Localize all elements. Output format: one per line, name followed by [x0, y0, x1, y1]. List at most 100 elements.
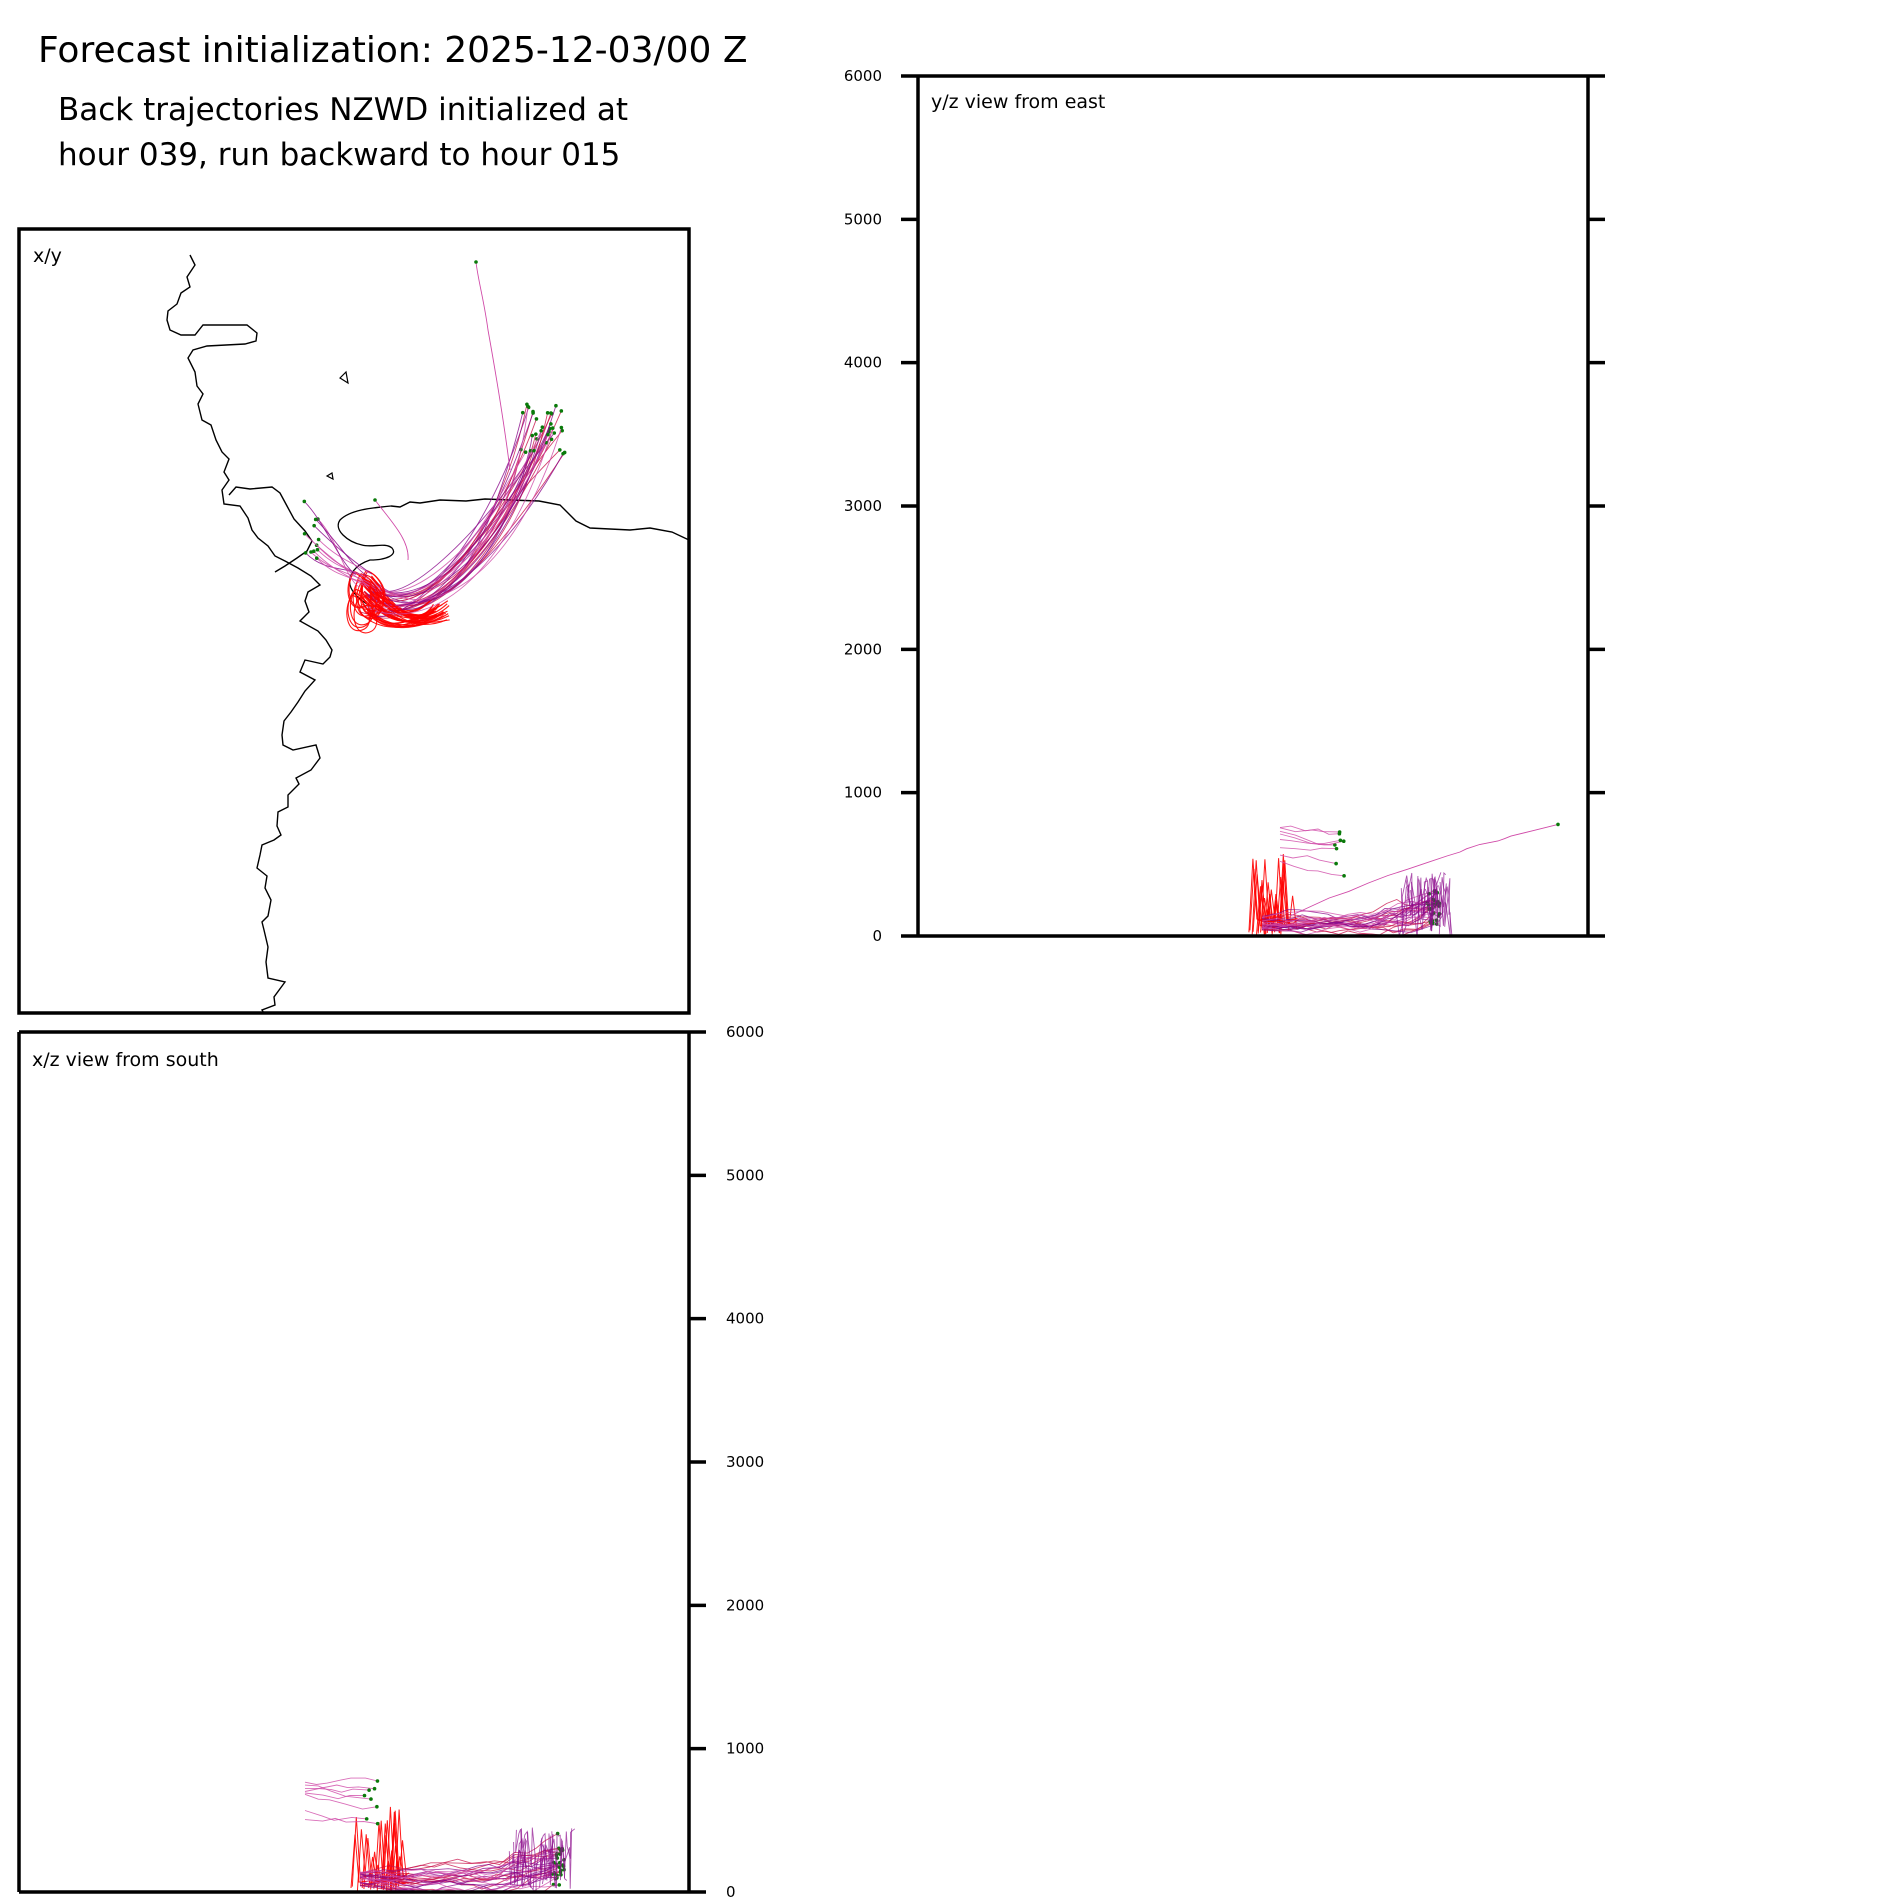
trajectory-endpoint	[375, 1821, 380, 1826]
trajectory-line	[359, 1872, 558, 1892]
trajectory-line	[365, 427, 554, 615]
trajectory-line	[1428, 887, 1439, 932]
trajectory-endpoint	[1334, 861, 1338, 866]
trajectory-endpoint	[557, 1883, 562, 1887]
trajectory-endpoint	[1334, 846, 1339, 851]
trajectory-line	[540, 1832, 553, 1874]
trajectory-line	[362, 434, 549, 596]
trajectory-line	[1400, 872, 1413, 936]
trajectory-line	[313, 550, 366, 587]
trajectory-endpoint	[532, 448, 536, 453]
panel-xz: 0 1000 2000 3000 4000 5000 6000 x/z view from …	[17, 1023, 764, 1900]
trajectory-endpoint	[1341, 839, 1346, 844]
y-tick-label: 0	[726, 1883, 736, 1900]
trajectory-endpoint	[367, 1788, 371, 1792]
trajectory-endpoint	[531, 411, 535, 415]
panel-xy-frame	[17, 227, 691, 1015]
trajectory-line	[364, 412, 524, 610]
trajectory-line	[1261, 908, 1431, 928]
trajectory-line	[359, 1854, 557, 1879]
trajectory-line	[362, 412, 534, 612]
trajectory-endpoint	[550, 426, 555, 430]
trajectory-line	[522, 1830, 536, 1892]
trajectory-endpoint	[372, 1786, 377, 1791]
y-tick-label: 2000	[844, 640, 882, 658]
trajectory-line	[1279, 847, 1337, 851]
trajectory-line	[304, 1792, 365, 1800]
trajectory-endpoint	[362, 1793, 367, 1798]
trajectory-endpoint	[559, 409, 564, 413]
trajectory-line	[475, 261, 511, 471]
trajectory-line	[1416, 888, 1426, 936]
trajectory-line	[303, 501, 356, 576]
trajectory-line	[366, 407, 530, 618]
trajectory-line	[315, 519, 368, 577]
trajectory-line	[369, 427, 562, 600]
trajectory-line	[304, 1817, 378, 1825]
trajectory-endpoint	[302, 499, 307, 504]
trajectory-line	[305, 1787, 370, 1793]
trajectory-line	[1279, 860, 1345, 877]
y-tick-label: 6000	[844, 67, 882, 85]
trajectory-line	[359, 1877, 560, 1892]
trajectory-line	[1279, 830, 1344, 845]
yz-axis-ticks: 0 1000 2000 3000 4000 5000 6000	[844, 67, 1605, 945]
trajectory-line	[304, 533, 370, 587]
trajectory-line	[508, 1849, 522, 1886]
trajectory-endpoint	[558, 448, 562, 452]
xy-plot-area	[166, 254, 689, 1013]
trajectory-line	[1261, 898, 1434, 923]
trajectory-line	[1434, 871, 1447, 918]
trajectory-endpoint	[552, 431, 557, 435]
trajectory-endpoint	[1338, 838, 1343, 843]
panel-xy-title: x/y	[33, 245, 62, 267]
trajectory-line	[364, 594, 450, 624]
trajectory-endpoint	[554, 403, 558, 408]
trajectory-endpoint	[1333, 843, 1337, 847]
trajectory-endpoint	[520, 410, 525, 415]
border-line	[390, 498, 689, 541]
coastline-icon	[228, 486, 313, 573]
trajectory-line	[1261, 907, 1440, 929]
trajectory-line	[549, 1835, 558, 1889]
trajectory-endpoint	[545, 411, 550, 415]
trajectory-line	[359, 1872, 557, 1892]
panel-xy: x/y	[17, 227, 691, 1015]
trajectory-endpoint	[1342, 874, 1346, 878]
trajectory-line	[1249, 868, 1268, 931]
trajectory-endpoint	[561, 451, 565, 456]
trajectory-line	[356, 581, 380, 618]
panel-yz: 0 1000 2000 3000 4000 5000 6000 y/z view from …	[844, 67, 1605, 945]
trajectory-endpoint	[534, 417, 539, 421]
trajectory-line	[1279, 854, 1337, 865]
trajectory-line	[371, 406, 529, 608]
trajectory-endpoint	[549, 411, 553, 415]
trajectory-endpoint	[302, 531, 307, 536]
trajectory-line	[355, 573, 379, 610]
trajectory-line	[1430, 872, 1442, 918]
trajectory-endpoint	[369, 1797, 373, 1801]
trajectory-line	[316, 557, 370, 587]
subtitle-line-2: hour 039, run backward to hour 015	[58, 137, 621, 173]
trajectory-line	[367, 410, 562, 614]
trajectory-line	[551, 1831, 563, 1881]
trajectory-endpoint	[539, 428, 543, 433]
island-icon	[325, 472, 334, 481]
trajectory-line	[362, 584, 448, 619]
trajectory-line	[349, 588, 374, 626]
yz-plot-area	[1248, 822, 1560, 936]
y-tick-label: 4000	[726, 1310, 764, 1328]
y-tick-label: 2000	[726, 1596, 764, 1614]
trajectory-endpoint	[1337, 830, 1342, 834]
trajectory-endpoint	[534, 432, 538, 436]
panel-yz-spines	[916, 74, 1590, 938]
trajectory-line	[304, 1810, 367, 1821]
subtitle-line-1: Back trajectories NZWD initialized at	[58, 92, 628, 128]
trajectory-endpoint	[315, 547, 320, 552]
y-tick-label: 3000	[726, 1453, 764, 1471]
trajectory-endpoint	[316, 537, 321, 542]
trajectory-endpoint	[373, 498, 377, 502]
trajectory-line	[1248, 858, 1268, 933]
trajectory-line	[515, 1828, 525, 1863]
